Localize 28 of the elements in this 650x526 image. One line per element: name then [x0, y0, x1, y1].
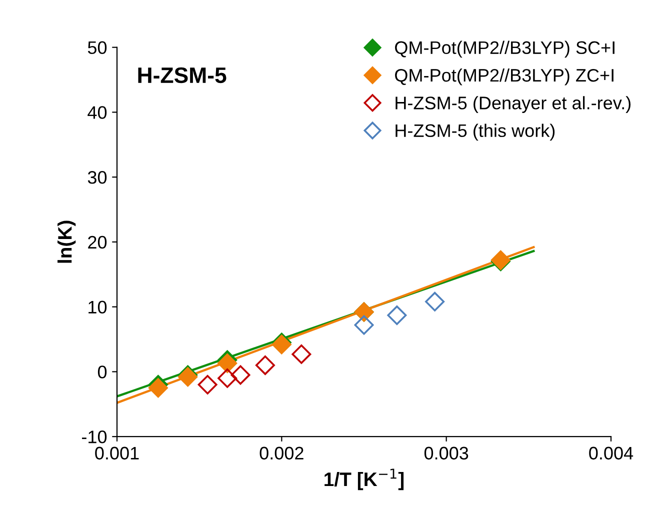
point — [354, 315, 374, 335]
x-axis-title: 1/T [K$^{−1}$] — [324, 468, 404, 490]
y-tick-label: 30 — [88, 171, 107, 184]
y-tick-label: -10 — [82, 430, 107, 444]
x-tick-label: 0.001 — [95, 446, 139, 460]
y-tick-label: 40 — [88, 106, 107, 119]
point — [255, 355, 275, 375]
point — [425, 292, 445, 312]
point — [387, 306, 407, 326]
point — [218, 354, 238, 374]
x-tick-label: 0.002 — [260, 446, 304, 460]
legend-label: QM-Pot(MP2//B3LYP) ZC+I — [395, 68, 614, 86]
y-tick-label: 50 — [88, 41, 107, 54]
y-tick-label: 20 — [88, 236, 107, 249]
legend-label: H-ZSM-5 (Denayer et al.-rev.) — [396, 96, 631, 113]
point — [292, 344, 312, 364]
point — [198, 374, 218, 394]
y-axis-title: ln(K) — [58, 220, 76, 263]
point — [218, 368, 238, 388]
x-tick-label: 0.003 — [424, 446, 468, 460]
y-tick-label: 10 — [88, 300, 107, 314]
legend-label: H-ZSM-5 (this work) — [396, 124, 555, 141]
x-tick-label: 0.004 — [589, 446, 634, 460]
text: H-ZSM-5 — [138, 67, 226, 84]
legend-label: QM-Pot(MP2//B3LYP) SC+I — [395, 40, 614, 58]
y-tick-label: 0 — [98, 366, 107, 378]
point — [230, 365, 250, 385]
point — [148, 378, 168, 398]
